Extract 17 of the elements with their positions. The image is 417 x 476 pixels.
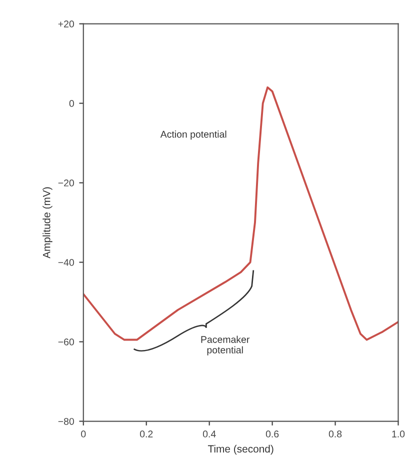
y-axis-title: Amplitude (mV) [42, 187, 52, 258]
x-tick-label: 0.2 [140, 430, 153, 438]
annotation: Action potential [160, 130, 226, 140]
y-tick-label: −40 [58, 259, 74, 266]
x-tick-label: 1.0 [392, 430, 405, 438]
x-axis-title: Time (second) [208, 444, 274, 455]
x-tick-label: 0.6 [266, 430, 279, 438]
y-tick-label: −20 [58, 180, 74, 186]
y-tick-label: −80 [58, 418, 74, 425]
y-tick-label: +20 [58, 20, 74, 28]
x-tick-label: 0.4 [202, 430, 216, 438]
x-tick-label: 0.8 [328, 430, 342, 438]
x-tick-label: 0 [81, 430, 86, 438]
annotation: Pacemaker potential [201, 336, 250, 356]
y-tick-label: 0 [69, 100, 74, 107]
y-tick-label: −60 [58, 338, 74, 346]
line-series [83, 86, 398, 341]
